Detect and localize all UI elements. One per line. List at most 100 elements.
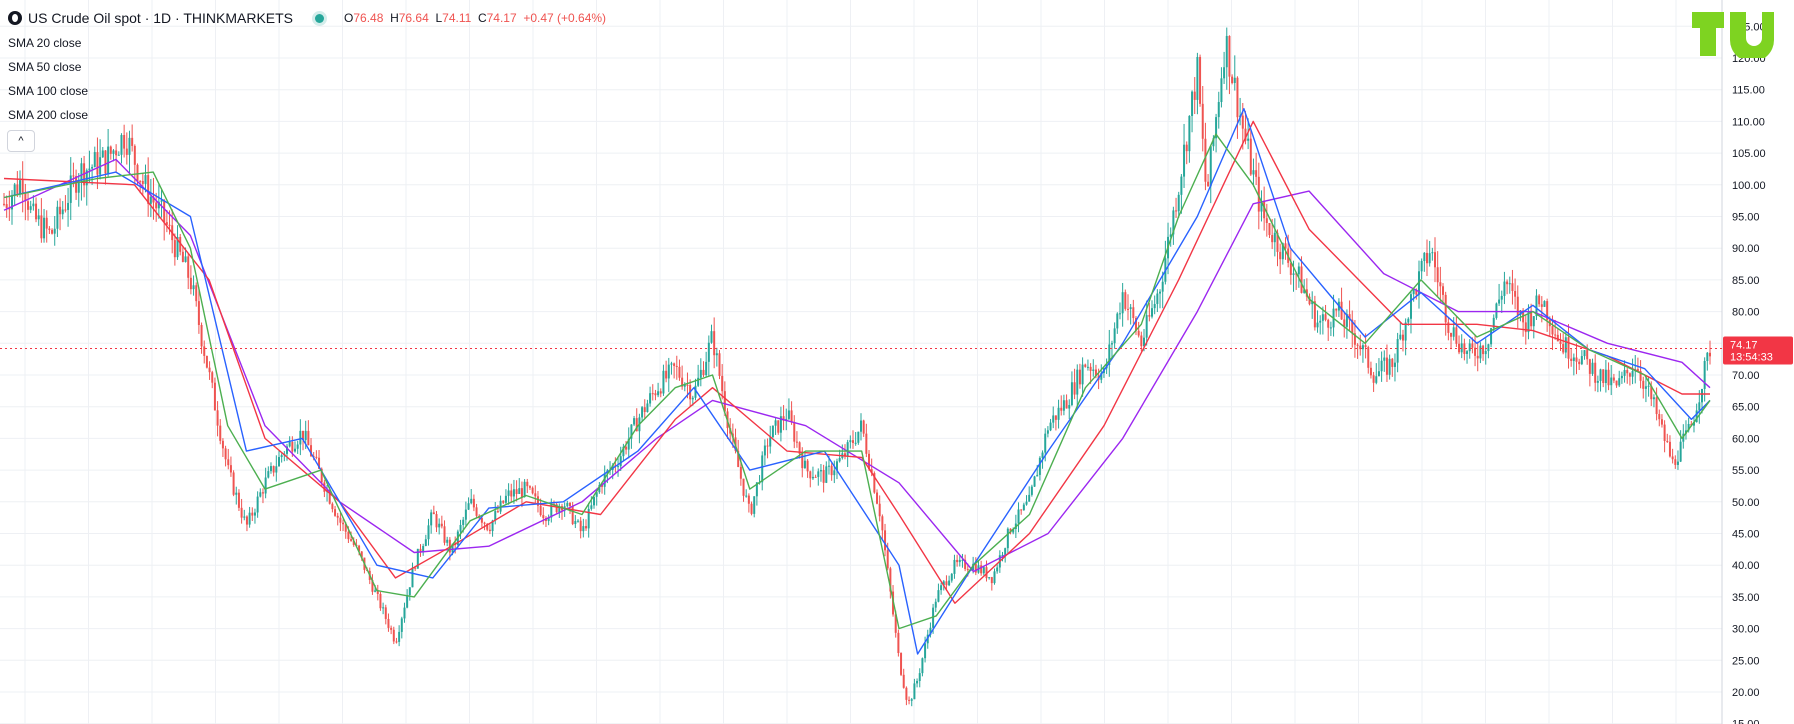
candle-body	[1284, 243, 1287, 249]
candle-body	[1412, 289, 1415, 295]
candle-body	[229, 465, 232, 473]
candle-body	[256, 496, 259, 513]
candle-body	[539, 505, 542, 516]
candle-body	[1535, 295, 1538, 317]
candle-body	[934, 601, 937, 608]
candle-body	[1564, 337, 1567, 353]
candle-body	[958, 559, 961, 563]
candle-body	[953, 559, 956, 574]
candle-body	[155, 202, 158, 209]
candle-body	[1356, 344, 1359, 346]
candle-body	[1225, 35, 1228, 68]
candle-body	[208, 367, 211, 373]
candle-body	[1028, 494, 1031, 502]
candle-body	[1070, 382, 1073, 406]
candle-body	[777, 420, 780, 433]
indicator-sma20[interactable]: SMA 20 close	[8, 36, 82, 50]
symbol-header: US Crude Oil spot · 1D · THINKMARKETS O7…	[8, 10, 606, 26]
candle-body	[526, 481, 529, 487]
candle-body	[542, 515, 545, 519]
candle-body	[1450, 332, 1453, 337]
candle-body	[1311, 301, 1314, 305]
candle-body	[467, 503, 470, 510]
candle-body	[304, 430, 307, 441]
candle-body	[742, 478, 745, 496]
candle-body	[1460, 343, 1463, 353]
candle-body	[173, 240, 176, 258]
candle-body	[149, 196, 152, 204]
candle-body	[942, 581, 945, 586]
candle-body	[598, 485, 601, 493]
candle-body	[232, 472, 235, 495]
price-tick-label: 30.00	[1732, 624, 1760, 636]
candle-body	[1193, 91, 1196, 100]
candle-body	[1121, 292, 1124, 314]
candle-body	[11, 195, 14, 210]
candle-body	[1292, 273, 1295, 275]
candle-body	[1297, 266, 1300, 275]
candle-body	[1113, 328, 1116, 344]
candle-body	[35, 203, 38, 220]
candle-body	[347, 531, 350, 540]
indicator-sma50[interactable]: SMA 50 close	[8, 60, 82, 74]
candle-body	[1415, 289, 1418, 295]
candle-body	[1468, 343, 1471, 352]
sma200-line	[3, 158, 1711, 573]
candle-body	[1004, 548, 1007, 555]
price-tick-label: 55.00	[1732, 465, 1760, 477]
candle-body	[1108, 344, 1111, 365]
candle-body	[1375, 376, 1378, 383]
collapse-indicators-button[interactable]: ^	[7, 130, 35, 152]
candle-body	[1116, 313, 1119, 329]
candle-body	[1020, 509, 1023, 511]
candle-body	[1030, 486, 1033, 495]
candle-body	[739, 466, 742, 479]
low-value: 74.11	[442, 11, 472, 25]
indicator-sma100[interactable]: SMA 100 close	[8, 84, 89, 98]
candle-body	[285, 446, 288, 454]
candle-body	[790, 410, 793, 423]
candle-body	[424, 539, 427, 546]
sma100-line	[3, 120, 1710, 604]
candle-body	[101, 150, 104, 158]
candle-body	[835, 461, 838, 471]
candle-body	[924, 643, 927, 659]
candle-body	[1543, 301, 1546, 307]
candle-body	[1385, 357, 1388, 375]
candle-body	[1065, 400, 1068, 409]
candle-body	[371, 579, 374, 592]
price-tick-label: 105.00	[1732, 148, 1766, 160]
candle-body	[902, 674, 905, 688]
tradingview-logo-icon[interactable]	[1690, 10, 1776, 58]
candle-body	[697, 377, 700, 386]
candle-body	[1650, 385, 1653, 400]
candle-body	[24, 192, 27, 202]
candle-body	[1439, 282, 1442, 287]
candle-body	[438, 523, 441, 528]
candle-body	[261, 492, 264, 494]
candle-body	[961, 559, 964, 561]
candle-body	[1588, 359, 1591, 374]
candle-body	[1279, 251, 1282, 260]
candle-body	[1508, 283, 1511, 285]
candle-body	[342, 522, 345, 525]
candle-body	[1134, 318, 1137, 331]
candle-body	[1407, 318, 1410, 323]
candle-body	[630, 424, 633, 439]
candle-body	[1215, 117, 1218, 139]
candle-body	[1658, 414, 1661, 420]
candle-body	[379, 593, 382, 609]
candle-body	[1068, 405, 1071, 409]
candle-body	[806, 460, 809, 472]
eye-icon[interactable]	[8, 11, 22, 25]
candle-body	[475, 507, 478, 516]
indicator-sma200[interactable]: SMA 200 close	[8, 108, 89, 122]
candle-body	[219, 425, 222, 441]
candle-body	[310, 445, 313, 457]
symbol-title[interactable]: US Crude Oil spot · 1D · THINKMARKETS	[28, 10, 294, 26]
candle-body	[974, 563, 977, 573]
candle-body	[77, 181, 80, 193]
candle-body	[1626, 370, 1629, 374]
